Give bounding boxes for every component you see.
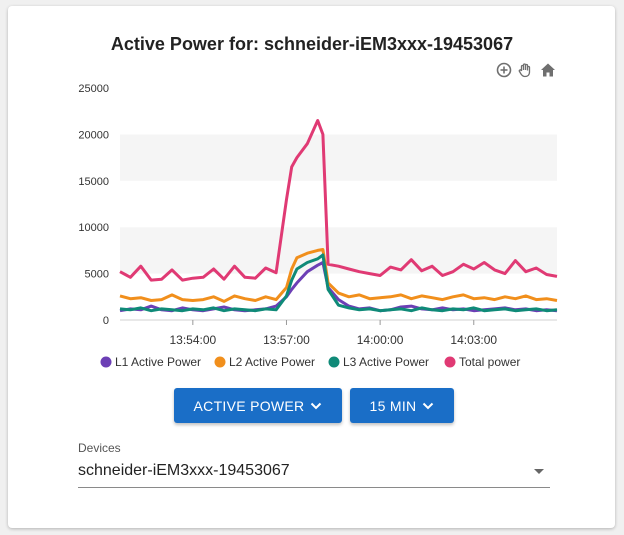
x-tick-label: 13:54:00	[169, 333, 216, 347]
series-line-total-power	[119, 119, 558, 282]
series-line-l3-active-power	[119, 253, 558, 313]
legend-label: L1 Active Power	[115, 355, 201, 369]
chevron-down-icon	[423, 402, 434, 409]
legend-item[interactable]: L3 Active Power	[328, 355, 430, 369]
chevron-down-icon	[311, 402, 322, 409]
legend-marker	[444, 356, 456, 368]
zoom-in-icon[interactable]	[496, 62, 512, 78]
caret-down-icon[interactable]	[534, 469, 544, 474]
y-tick-label: 15000	[78, 176, 109, 188]
devices-label: Devices	[78, 441, 121, 455]
y-tick-label: 0	[103, 315, 109, 327]
metric-button-label: ACTIVE POWER	[193, 397, 305, 414]
x-tick-label: 13:57:00	[263, 333, 310, 347]
devices-selected-value: schneider-iEM3xxx-19453067	[78, 462, 290, 479]
legend-label: Total power	[459, 355, 520, 369]
grid-band	[120, 180, 557, 228]
legend-item[interactable]: Total power	[444, 355, 521, 369]
legend-item[interactable]: L2 Active Power	[214, 355, 316, 369]
y-tick-label: 5000	[85, 269, 109, 281]
legend-marker	[328, 356, 340, 368]
legend-label: L2 Active Power	[229, 355, 315, 369]
legend-marker	[214, 356, 226, 368]
line-chart: 0 5000 10000 15000 20000 25000 13:54:00 13:57:…	[78, 83, 558, 369]
interval-dropdown-button[interactable]: 15 MIN	[350, 388, 454, 423]
chart-title: Active Power for: schneider-iEM3xxx-1945…	[110, 34, 514, 54]
y-tick-label: 10000	[78, 222, 109, 234]
grid-band	[120, 134, 557, 181]
hand-pan-icon[interactable]	[517, 62, 533, 78]
legend-item[interactable]: L1 Active Power	[100, 355, 202, 369]
grid-band	[120, 88, 557, 135]
legend-marker	[100, 356, 112, 368]
x-tick-label: 14:03:00	[450, 333, 497, 347]
y-tick-label: 20000	[78, 129, 109, 141]
metric-dropdown-button[interactable]: ACTIVE POWER	[174, 388, 342, 423]
home-icon[interactable]	[540, 62, 556, 78]
interval-button-label: 15 MIN	[369, 397, 417, 414]
devices-select[interactable]: schneider-iEM3xxx-19453067	[78, 458, 550, 488]
x-tick-label: 14:00:00	[357, 333, 404, 347]
y-tick-label: 25000	[78, 83, 109, 95]
legend-label: L3 Active Power	[343, 355, 429, 369]
